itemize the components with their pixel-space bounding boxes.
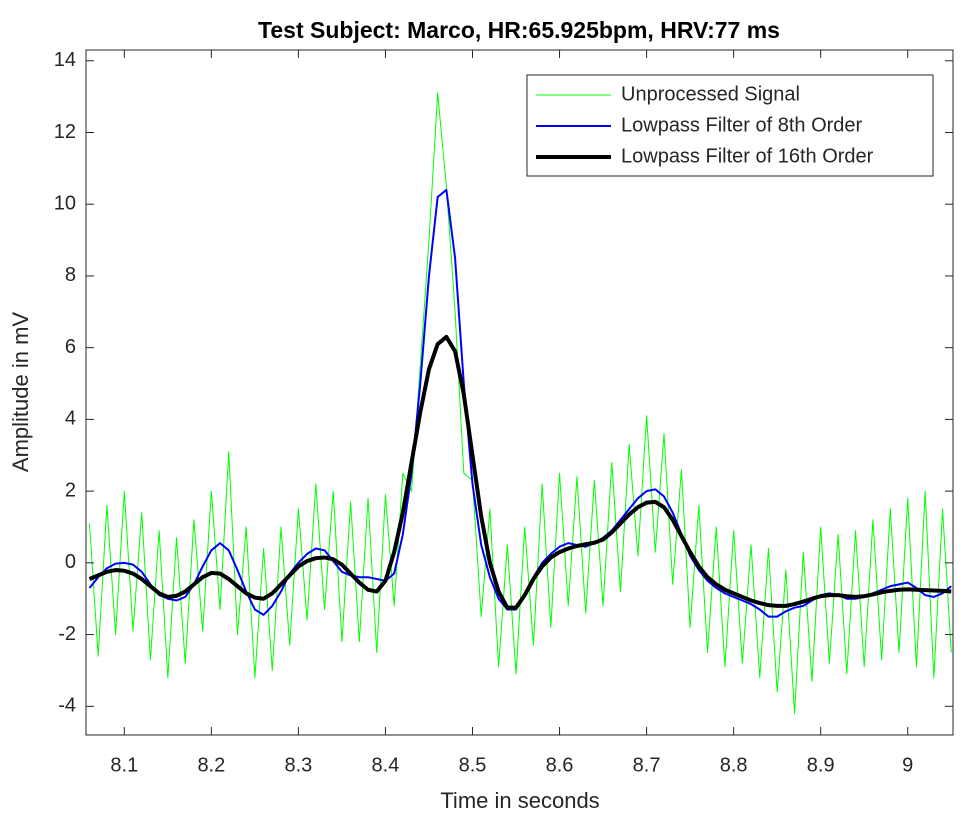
y-tick-label: 0 <box>65 551 76 573</box>
y-tick-label: 6 <box>65 336 76 358</box>
x-tick-label: 8.1 <box>110 754 138 776</box>
y-tick-label: 10 <box>54 192 76 214</box>
legend-label: Lowpass Filter of 8th Order <box>621 114 863 136</box>
x-tick-label: 8.4 <box>372 754 400 776</box>
y-tick-label: 4 <box>65 408 76 430</box>
y-tick-label: 2 <box>65 479 76 501</box>
y-tick-label: 8 <box>65 264 76 286</box>
y-tick-label: 14 <box>54 49 76 71</box>
x-tick-label: 9 <box>902 754 913 776</box>
axes-box <box>85 49 954 736</box>
x-tick-label: 8.7 <box>633 754 661 776</box>
x-tick-label: 8.8 <box>720 754 748 776</box>
x-tick-label: 8.9 <box>807 754 835 776</box>
x-axis-label: Time in seconds <box>440 788 599 813</box>
legend-label: Unprocessed Signal <box>621 83 800 105</box>
x-tick-label: 8.3 <box>284 754 312 776</box>
x-tick-label: 8.5 <box>459 754 487 776</box>
y-tick-label: -2 <box>58 623 76 645</box>
y-axis-label: Amplitude in mV <box>8 312 33 473</box>
chart-title: Test Subject: Marco, HR:65.925bpm, HRV:7… <box>258 17 780 43</box>
y-tick-label: 12 <box>54 121 76 143</box>
series-line <box>88 334 952 610</box>
x-tick-label: 8.6 <box>546 754 574 776</box>
plot-lines <box>88 92 952 714</box>
x-tick-label: 8.2 <box>197 754 225 776</box>
legend-label: Lowpass Filter of 16th Order <box>621 145 874 167</box>
y-tick-label: -4 <box>58 695 76 717</box>
